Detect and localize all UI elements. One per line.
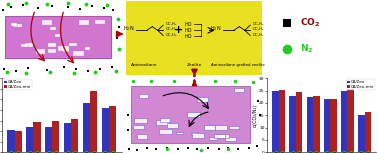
Bar <box>365 112 371 152</box>
Text: HO: HO <box>185 28 192 33</box>
Bar <box>176 132 183 134</box>
Bar <box>133 125 144 129</box>
Bar <box>64 49 69 51</box>
Legend: CA/Zeo, CA/Zeo-mm: CA/Zeo, CA/Zeo-mm <box>346 79 375 90</box>
Bar <box>5 16 111 58</box>
Bar <box>204 125 213 129</box>
Text: OC$_2$H$_5$: OC$_2$H$_5$ <box>164 26 177 33</box>
Bar <box>159 129 172 134</box>
Bar <box>358 115 365 152</box>
Bar <box>95 20 105 24</box>
Bar <box>341 91 347 152</box>
Bar <box>25 43 33 47</box>
Bar <box>69 43 77 46</box>
Bar <box>26 127 33 152</box>
Bar <box>225 137 236 141</box>
Bar <box>167 123 178 128</box>
Bar <box>36 49 45 54</box>
Bar <box>197 97 208 102</box>
Bar <box>156 120 169 125</box>
Bar <box>234 88 243 92</box>
Bar <box>42 20 51 25</box>
Bar <box>272 91 279 152</box>
Bar <box>279 90 285 152</box>
Bar <box>191 132 197 135</box>
Text: OC$_2$H$_5$: OC$_2$H$_5$ <box>164 32 177 39</box>
Bar <box>313 96 320 152</box>
Bar <box>21 44 28 47</box>
Bar <box>192 133 204 138</box>
Bar <box>215 125 227 130</box>
Bar <box>290 96 296 152</box>
Bar <box>296 92 302 152</box>
Text: Aminosilane: Aminosilane <box>131 63 157 67</box>
Bar <box>139 94 148 98</box>
Bar <box>33 122 40 152</box>
Text: H$_2$N: H$_2$N <box>123 24 135 33</box>
Bar <box>218 134 229 138</box>
Bar <box>187 112 200 117</box>
Bar <box>63 49 69 52</box>
Text: H$_2$N: H$_2$N <box>211 24 222 33</box>
Bar <box>160 118 170 122</box>
Bar <box>13 24 22 28</box>
Bar <box>14 131 22 152</box>
Bar <box>229 125 239 129</box>
Bar <box>330 99 337 152</box>
Bar <box>58 46 69 51</box>
Legend: CA/Zeo, CA/Zeo-mm: CA/Zeo, CA/Zeo-mm <box>3 79 32 90</box>
Bar <box>45 127 52 152</box>
Bar <box>52 121 59 152</box>
Bar <box>73 51 84 56</box>
Bar <box>347 90 354 152</box>
Text: OC$_2$H$_5$: OC$_2$H$_5$ <box>252 26 265 33</box>
Bar <box>209 137 217 140</box>
Bar <box>11 23 17 26</box>
Bar <box>102 108 109 152</box>
Bar <box>109 106 116 152</box>
Text: $\mathbf{CO_2}$: $\mathbf{CO_2}$ <box>300 17 320 29</box>
Bar <box>324 99 330 152</box>
Bar <box>55 34 60 37</box>
Bar <box>48 49 56 53</box>
Text: Zeolite: Zeolite <box>187 63 202 67</box>
Bar <box>134 118 147 123</box>
Bar <box>90 91 97 152</box>
Bar <box>130 86 250 143</box>
Text: OC$_2$H$_5$: OC$_2$H$_5$ <box>252 32 265 39</box>
Bar <box>71 119 78 152</box>
Bar <box>136 134 147 138</box>
Text: HO: HO <box>185 22 192 27</box>
Text: OC$_2$H$_5$: OC$_2$H$_5$ <box>252 21 265 28</box>
Bar <box>64 123 71 152</box>
Bar <box>50 27 56 30</box>
Text: Aminosilane grafted zeolite: Aminosilane grafted zeolite <box>211 63 265 67</box>
Bar <box>83 103 90 152</box>
Bar <box>214 134 225 138</box>
Text: OC$_2$H$_5$: OC$_2$H$_5$ <box>164 21 177 28</box>
Bar <box>79 20 90 25</box>
Bar <box>48 43 56 47</box>
Bar <box>7 130 14 152</box>
Text: HO: HO <box>185 34 192 39</box>
Bar <box>85 47 90 50</box>
Y-axis label: α(CO₂/N₂): α(CO₂/N₂) <box>253 104 257 127</box>
Text: +: + <box>174 25 183 35</box>
Text: $\mathbf{N_2}$: $\mathbf{N_2}$ <box>300 43 313 55</box>
Bar <box>204 125 215 130</box>
Bar <box>307 97 313 152</box>
